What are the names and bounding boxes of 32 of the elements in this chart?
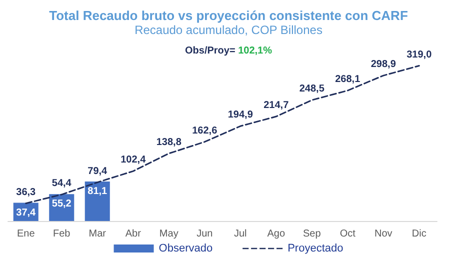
chart-title: Total Recaudo bruto vs proyección consistente con CARF xyxy=(49,8,408,23)
data-label: 138,8 xyxy=(156,136,182,148)
data-label: 298,9 xyxy=(370,59,396,70)
legend-label: Proyectado xyxy=(288,242,344,254)
data-label: 268,1 xyxy=(335,74,361,86)
data-label: 36,3 xyxy=(16,186,36,198)
data-label: 102,4 xyxy=(120,154,146,166)
data-label: 79,4 xyxy=(88,166,108,177)
x-tick-label: Jul xyxy=(234,228,247,240)
x-tick-label: May xyxy=(159,228,178,240)
data-label: 248,5 xyxy=(299,84,325,95)
data-label: 214,7 xyxy=(264,100,290,112)
x-tick-label: Oct xyxy=(340,228,356,240)
chart-subtitle: Recaudo acumulado, COP Billones xyxy=(134,23,322,37)
data-label: 81,1 xyxy=(88,186,108,198)
data-label: 194,9 xyxy=(228,110,254,121)
data-label: 162,6 xyxy=(192,125,218,136)
x-tick-label: Dic xyxy=(412,228,426,240)
x-tick-label: Mar xyxy=(88,228,107,240)
data-label: 319,0 xyxy=(406,49,432,60)
x-tick-label: Feb xyxy=(53,228,71,240)
x-tick-label: Nov xyxy=(374,228,392,240)
x-tick-label: Jun xyxy=(196,228,213,240)
x-tick-label: Ene xyxy=(16,228,36,240)
legend-label: Observado xyxy=(158,242,213,254)
x-tick-label: Sep xyxy=(302,228,322,240)
x-tick-label: Ago xyxy=(267,228,286,240)
x-tick-label: Abr xyxy=(125,228,142,240)
text: Obs/Proy= 102,1% xyxy=(185,46,272,56)
data-label: 37,4 xyxy=(16,207,36,218)
data-label: 55,2 xyxy=(52,198,72,210)
data-label: 54,4 xyxy=(52,178,72,190)
